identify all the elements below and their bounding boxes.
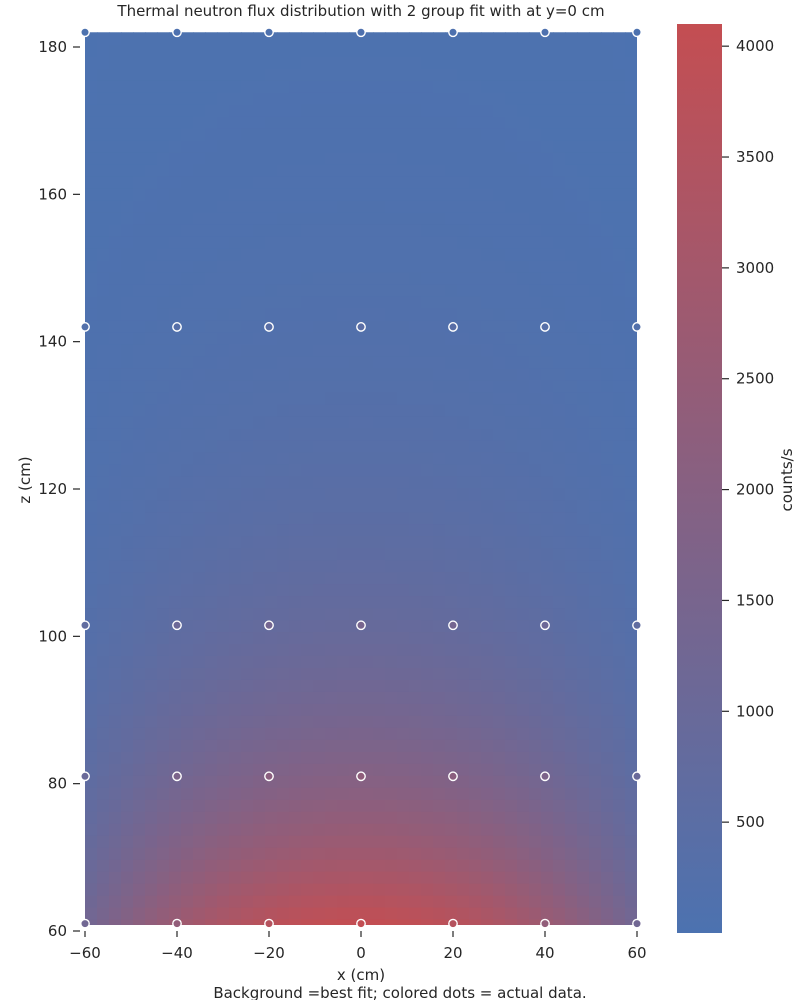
data-point xyxy=(356,322,366,332)
data-point xyxy=(540,771,550,782)
data-point xyxy=(264,620,274,631)
chart-title: Thermal neutron flux distribution with 2… xyxy=(116,2,604,20)
colorbar-tick-label: 2500 xyxy=(736,370,774,388)
colorbar-tick-label: 4000 xyxy=(736,37,774,55)
data-point xyxy=(448,27,458,38)
data-point xyxy=(540,918,550,929)
y-tick-label: 180 xyxy=(38,38,67,56)
x-tick-label: −60 xyxy=(69,944,101,962)
y-tick-label: 80 xyxy=(48,775,67,793)
data-point xyxy=(356,918,366,929)
heatmap-background xyxy=(85,32,637,925)
y-tick-label: 160 xyxy=(38,185,67,203)
y-tick-label: 60 xyxy=(48,922,67,940)
colorbar xyxy=(677,24,722,933)
x-tick-label: −40 xyxy=(161,944,193,962)
colorbar-tick-label: 1000 xyxy=(736,702,774,720)
data-point xyxy=(264,322,274,332)
data-point xyxy=(632,771,642,782)
data-point xyxy=(80,771,90,782)
data-point xyxy=(172,27,182,38)
data-point xyxy=(632,322,642,332)
chart-caption: Background =best fit; colored dots = act… xyxy=(213,984,586,1000)
data-point xyxy=(632,918,642,929)
data-point xyxy=(264,918,274,929)
data-point xyxy=(632,27,642,38)
data-points xyxy=(80,27,642,929)
colorbar-tick-label: 500 xyxy=(736,813,765,831)
colorbar-tick-label: 1500 xyxy=(736,591,774,609)
data-point xyxy=(632,620,642,631)
data-point xyxy=(264,27,274,38)
data-point xyxy=(540,620,550,631)
colorbar-tick-label: 3500 xyxy=(736,148,774,166)
data-point xyxy=(540,322,550,332)
colorbar-label: counts/s xyxy=(778,448,796,511)
data-point xyxy=(172,918,182,929)
colorbar-tick-label: 3000 xyxy=(736,259,774,277)
data-point xyxy=(172,620,182,631)
data-point xyxy=(448,771,458,782)
x-tick-label: −20 xyxy=(253,944,285,962)
data-point xyxy=(356,771,366,782)
data-point xyxy=(80,918,90,929)
data-point xyxy=(264,771,274,782)
colorbar-tick-label: 2000 xyxy=(736,481,774,499)
data-point xyxy=(80,27,90,38)
data-point xyxy=(80,620,90,631)
data-point xyxy=(448,322,458,332)
data-point xyxy=(540,27,550,38)
x-tick-label: 0 xyxy=(356,944,366,962)
data-point xyxy=(172,322,182,332)
data-point xyxy=(172,771,182,782)
y-tick-label: 140 xyxy=(38,333,67,351)
data-point xyxy=(356,620,366,631)
y-tick-label: 120 xyxy=(38,480,67,498)
x-tick-label: 40 xyxy=(535,944,554,962)
data-point xyxy=(80,322,90,332)
x-axis: −60 −40 −20 0 20 40 60 xyxy=(69,931,647,962)
colorbar-ticks: 500 1000 1500 2000 2500 3000 3500 4000 xyxy=(722,37,774,831)
y-axis: 60 80 100 120 140 160 180 xyxy=(38,38,80,940)
y-tick-label: 100 xyxy=(38,627,67,645)
data-point xyxy=(356,27,366,38)
x-axis-label: x (cm) xyxy=(337,966,385,984)
data-point xyxy=(448,918,458,929)
data-point xyxy=(448,620,458,631)
x-tick-label: 20 xyxy=(443,944,462,962)
y-axis-label: z (cm) xyxy=(16,456,34,503)
x-tick-label: 60 xyxy=(627,944,646,962)
